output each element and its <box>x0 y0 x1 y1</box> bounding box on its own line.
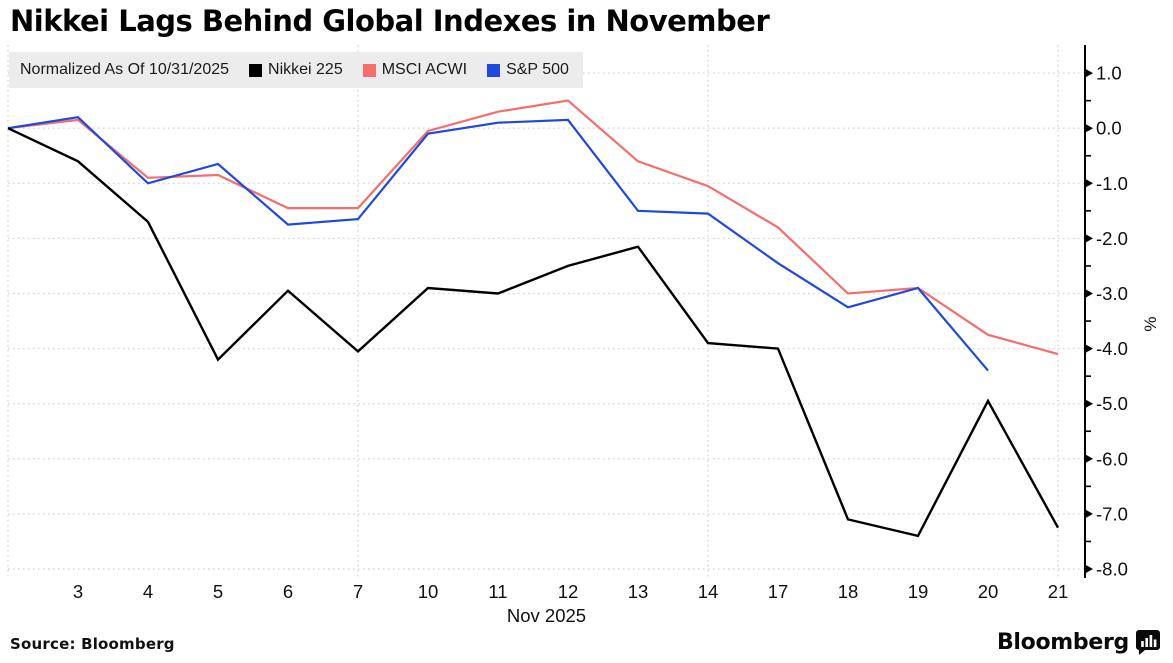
x-tick-label: 5 <box>213 581 223 602</box>
y-major-tick <box>1085 233 1093 243</box>
source-label: Source: Bloomberg <box>10 635 175 653</box>
y-major-tick <box>1085 344 1093 354</box>
chart-title: Nikkei Lags Behind Global Indexes in Nov… <box>10 4 770 38</box>
x-tick-label: 10 <box>418 581 439 602</box>
y-major-tick <box>1085 509 1093 519</box>
y-tick-label: -4.0 <box>1096 338 1128 359</box>
s-p-500-line <box>7 116 989 372</box>
nikkei-225-line <box>7 127 1060 538</box>
y-tick-label: -8.0 <box>1096 559 1128 580</box>
y-tick-label: -2.0 <box>1096 228 1128 249</box>
legend-label-msci-acwi: MSCI ACWI <box>381 61 468 78</box>
legend: Normalized As Of 10/31/2025 Nikkei 225 M… <box>9 52 583 88</box>
bloomberg-brand: Bloomberg <box>997 629 1161 655</box>
y-tick-label: -6.0 <box>1096 448 1128 469</box>
x-tick-label: 18 <box>838 581 859 602</box>
footer: Source: Bloomberg Bloomberg <box>0 625 1173 655</box>
y-major-tick <box>1085 123 1093 133</box>
x-tick-label: 3 <box>73 581 83 602</box>
x-tick-label: 4 <box>143 581 153 602</box>
y-tick-label: 0.0 <box>1096 118 1122 139</box>
x-tick-label: 14 <box>698 581 719 602</box>
bloomberg-logo-icon <box>1136 630 1160 655</box>
y-major-tick <box>1085 68 1093 78</box>
y-tick-label: -1.0 <box>1096 173 1128 194</box>
y-tick-label: 1.0 <box>1096 63 1122 84</box>
y-axis-label: % <box>1141 316 1160 331</box>
x-tick-label: 7 <box>353 581 363 602</box>
nikkei-225-swatch-icon <box>249 63 263 77</box>
y-major-tick <box>1085 289 1093 298</box>
legend-label-sp-500: S&P 500 <box>506 61 569 78</box>
y-tick-label: -7.0 <box>1096 503 1128 524</box>
x-tick-label: 21 <box>1048 581 1069 602</box>
x-tick-label: 17 <box>768 581 789 602</box>
x-tick-label: 20 <box>978 581 999 602</box>
x-tick-label: 6 <box>283 581 293 602</box>
legend-item-nikkei-225: Nikkei 225 <box>249 61 343 79</box>
y-major-tick <box>1085 399 1093 409</box>
x-tick-label: 12 <box>558 581 579 602</box>
y-major-tick <box>1085 178 1093 188</box>
legend-label-nikkei-225: Nikkei 225 <box>268 61 343 78</box>
legend-note: Normalized As Of 10/31/2025 <box>20 61 230 78</box>
msci-acwi-line <box>7 99 1059 356</box>
x-tick-label: 19 <box>908 581 929 602</box>
x-axis-label: Nov 2025 <box>507 605 586 626</box>
x-tick-label: 11 <box>488 581 507 602</box>
sp-500-swatch-icon <box>487 63 501 77</box>
legend-item-sp-500: S&P 500 <box>487 61 569 79</box>
y-tick-label: -3.0 <box>1096 283 1128 304</box>
y-major-tick <box>1085 564 1093 574</box>
y-major-tick <box>1085 454 1093 464</box>
y-tick-label: -5.0 <box>1096 393 1128 414</box>
bloomberg-wordmark: Bloomberg <box>996 629 1129 655</box>
x-tick-label: 13 <box>628 581 649 602</box>
msci-acwi-swatch-icon <box>362 63 376 77</box>
legend-item-msci-acwi: MSCI ACWI <box>362 61 468 79</box>
